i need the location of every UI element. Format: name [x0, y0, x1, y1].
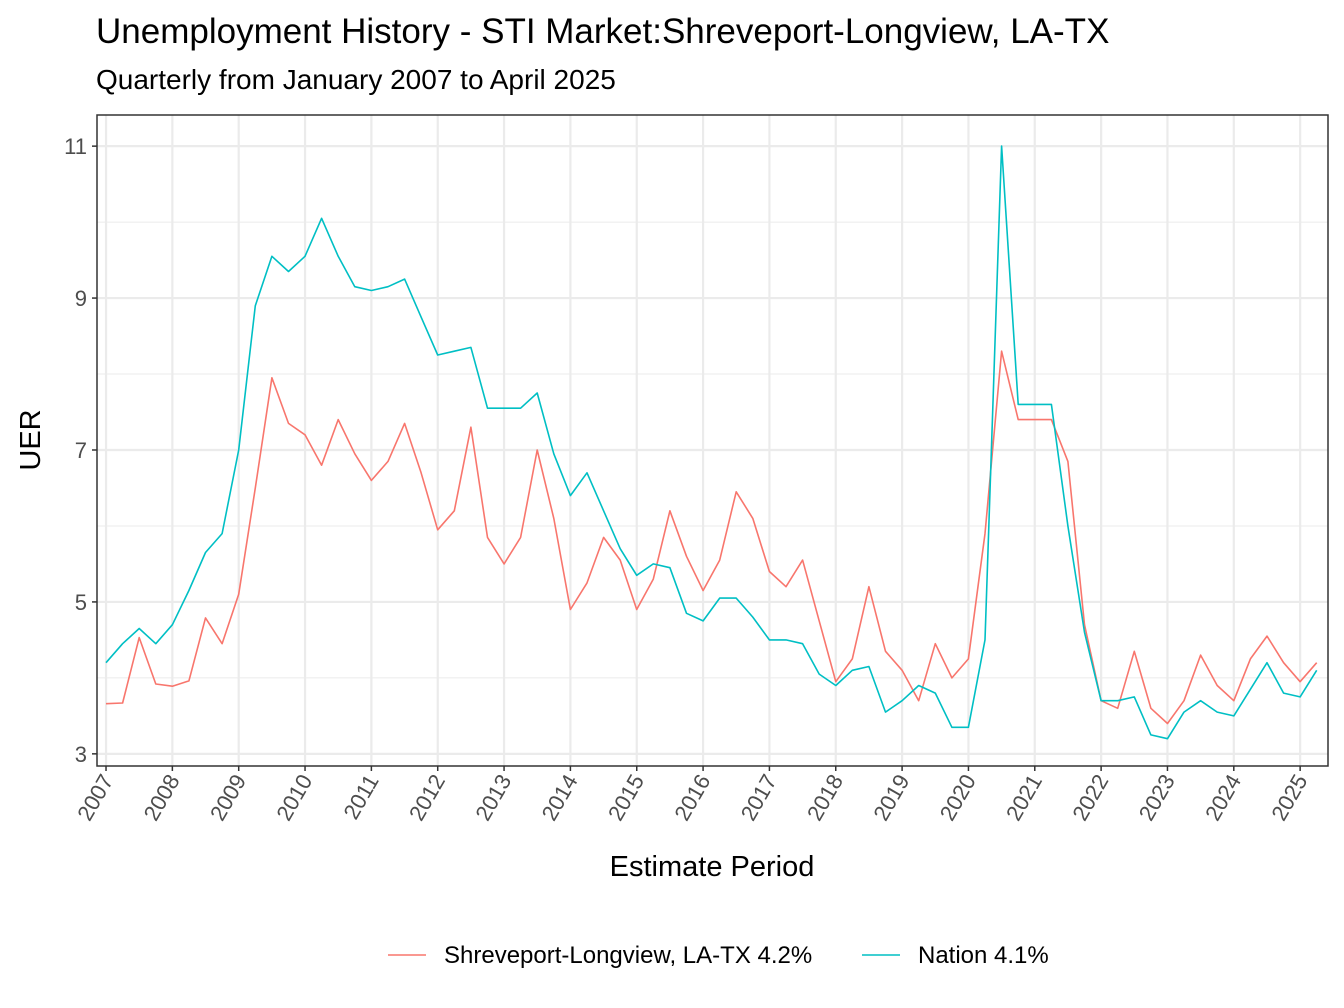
y-tick-label: 9: [75, 286, 87, 311]
legend-label-local: Shreveport-Longview, LA-TX 4.2%: [444, 942, 812, 969]
y-tick-label: 7: [75, 438, 87, 463]
y-axis-title: UER: [15, 409, 47, 470]
x-tick-label: 2012: [404, 770, 450, 825]
x-tick-label: 2018: [802, 770, 848, 825]
x-tick-label: 2009: [205, 770, 251, 825]
x-tick-label: 2023: [1134, 770, 1180, 825]
x-tick-label: 2014: [537, 770, 583, 825]
x-tick-label: 2022: [1067, 770, 1113, 825]
x-tick-label: 2021: [1001, 770, 1047, 825]
x-tick-label: 2008: [139, 770, 185, 825]
y-tick-label: 11: [64, 134, 87, 159]
x-tick-label: 2013: [470, 770, 516, 825]
x-tick-label: 2011: [338, 770, 383, 823]
legend-label-nation: Nation 4.1%: [918, 942, 1049, 969]
chart-subtitle: Quarterly from January 2007 to April 202…: [96, 64, 616, 95]
legend: Shreveport-Longview, LA-TX 4.2% Nation 4…: [388, 942, 1049, 969]
x-tick-label: 2024: [1200, 770, 1246, 825]
x-tick-label: 2017: [736, 770, 782, 825]
chart-title: Unemployment History - STI Market:Shreve…: [96, 12, 1110, 51]
y-tick-label: 3: [75, 742, 87, 767]
y-tick-label: 5: [75, 590, 87, 615]
x-tick-label: 2019: [868, 770, 914, 825]
series-line-local: [105, 350, 1318, 725]
x-tick-label: 2016: [669, 770, 715, 825]
x-tick-label: 2025: [1266, 770, 1312, 825]
x-tick-label: 2020: [935, 770, 981, 825]
x-axis-title: Estimate Period: [610, 851, 815, 883]
series-line-nation: [105, 145, 1318, 740]
x-tick-label: 2015: [603, 770, 649, 825]
x-tick-label: 2010: [271, 770, 317, 825]
x-tick-label: 2007: [72, 770, 118, 825]
plot-panel-border: [96, 114, 1329, 767]
